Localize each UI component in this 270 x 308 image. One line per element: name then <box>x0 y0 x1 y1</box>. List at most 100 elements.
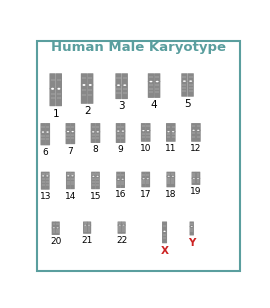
FancyBboxPatch shape <box>91 172 96 177</box>
FancyBboxPatch shape <box>87 73 93 85</box>
FancyBboxPatch shape <box>190 221 194 227</box>
Ellipse shape <box>92 176 94 177</box>
FancyBboxPatch shape <box>141 178 146 187</box>
Ellipse shape <box>193 130 195 131</box>
FancyBboxPatch shape <box>188 81 194 97</box>
Ellipse shape <box>117 131 119 132</box>
FancyBboxPatch shape <box>116 172 121 180</box>
FancyBboxPatch shape <box>70 131 75 144</box>
FancyBboxPatch shape <box>91 132 96 143</box>
Text: 16: 16 <box>115 190 126 199</box>
Ellipse shape <box>168 176 170 177</box>
FancyBboxPatch shape <box>121 221 126 225</box>
FancyBboxPatch shape <box>166 123 171 132</box>
FancyBboxPatch shape <box>49 88 56 106</box>
Text: 18: 18 <box>165 190 177 199</box>
Text: Y: Y <box>188 238 195 248</box>
FancyBboxPatch shape <box>56 88 62 106</box>
FancyBboxPatch shape <box>120 131 125 143</box>
FancyBboxPatch shape <box>52 221 56 228</box>
FancyBboxPatch shape <box>196 178 200 185</box>
Ellipse shape <box>51 88 54 90</box>
FancyBboxPatch shape <box>41 176 45 190</box>
FancyBboxPatch shape <box>171 131 176 142</box>
FancyBboxPatch shape <box>95 123 100 132</box>
FancyBboxPatch shape <box>196 130 201 142</box>
Text: 6: 6 <box>42 148 48 157</box>
Ellipse shape <box>122 131 124 132</box>
Ellipse shape <box>193 178 195 179</box>
FancyBboxPatch shape <box>87 225 91 234</box>
FancyBboxPatch shape <box>115 73 122 86</box>
FancyBboxPatch shape <box>171 123 176 132</box>
Ellipse shape <box>67 131 69 132</box>
Ellipse shape <box>57 88 60 90</box>
FancyBboxPatch shape <box>181 81 188 97</box>
FancyBboxPatch shape <box>87 221 91 225</box>
FancyBboxPatch shape <box>141 172 146 179</box>
FancyBboxPatch shape <box>40 123 45 132</box>
Ellipse shape <box>117 179 120 180</box>
Ellipse shape <box>172 131 174 132</box>
FancyBboxPatch shape <box>196 123 201 131</box>
FancyBboxPatch shape <box>181 73 188 82</box>
FancyBboxPatch shape <box>95 132 100 143</box>
Ellipse shape <box>67 175 69 176</box>
Ellipse shape <box>143 178 145 179</box>
Text: 7: 7 <box>68 147 73 156</box>
FancyBboxPatch shape <box>45 132 50 145</box>
Ellipse shape <box>167 131 170 132</box>
FancyBboxPatch shape <box>40 132 45 145</box>
Text: 19: 19 <box>190 187 202 196</box>
FancyBboxPatch shape <box>66 123 70 132</box>
FancyBboxPatch shape <box>146 178 150 187</box>
FancyBboxPatch shape <box>141 123 146 131</box>
Ellipse shape <box>72 175 73 176</box>
FancyBboxPatch shape <box>154 81 160 98</box>
FancyBboxPatch shape <box>162 221 167 232</box>
FancyBboxPatch shape <box>95 176 100 189</box>
FancyBboxPatch shape <box>91 176 96 189</box>
FancyBboxPatch shape <box>45 176 50 190</box>
FancyBboxPatch shape <box>191 172 196 179</box>
Text: 10: 10 <box>140 144 151 153</box>
FancyBboxPatch shape <box>70 172 75 176</box>
Text: 15: 15 <box>90 192 101 201</box>
FancyBboxPatch shape <box>83 225 87 234</box>
FancyBboxPatch shape <box>122 73 128 86</box>
FancyBboxPatch shape <box>188 73 194 82</box>
FancyBboxPatch shape <box>66 175 70 189</box>
FancyBboxPatch shape <box>162 231 167 243</box>
FancyBboxPatch shape <box>191 123 196 131</box>
Ellipse shape <box>191 226 193 227</box>
FancyBboxPatch shape <box>166 172 171 177</box>
Ellipse shape <box>183 80 186 82</box>
Text: 9: 9 <box>118 145 123 154</box>
FancyBboxPatch shape <box>191 130 196 142</box>
FancyBboxPatch shape <box>191 178 196 185</box>
Ellipse shape <box>97 131 99 132</box>
Ellipse shape <box>89 84 92 86</box>
Text: 4: 4 <box>151 100 157 110</box>
Text: 14: 14 <box>65 192 76 201</box>
FancyBboxPatch shape <box>55 227 60 235</box>
FancyBboxPatch shape <box>166 131 171 142</box>
Text: 11: 11 <box>165 144 177 153</box>
FancyBboxPatch shape <box>115 85 122 99</box>
Ellipse shape <box>147 178 149 179</box>
FancyBboxPatch shape <box>55 221 60 228</box>
Text: 22: 22 <box>116 236 127 245</box>
FancyBboxPatch shape <box>116 131 121 143</box>
FancyBboxPatch shape <box>154 73 160 82</box>
FancyBboxPatch shape <box>41 172 45 176</box>
Text: 5: 5 <box>184 99 191 109</box>
FancyBboxPatch shape <box>146 172 150 179</box>
Text: 2: 2 <box>84 106 90 116</box>
FancyBboxPatch shape <box>117 221 122 225</box>
Ellipse shape <box>42 175 44 176</box>
FancyBboxPatch shape <box>190 226 194 235</box>
FancyBboxPatch shape <box>166 176 171 187</box>
Ellipse shape <box>197 130 199 131</box>
Ellipse shape <box>147 130 149 131</box>
Text: 8: 8 <box>93 145 98 154</box>
